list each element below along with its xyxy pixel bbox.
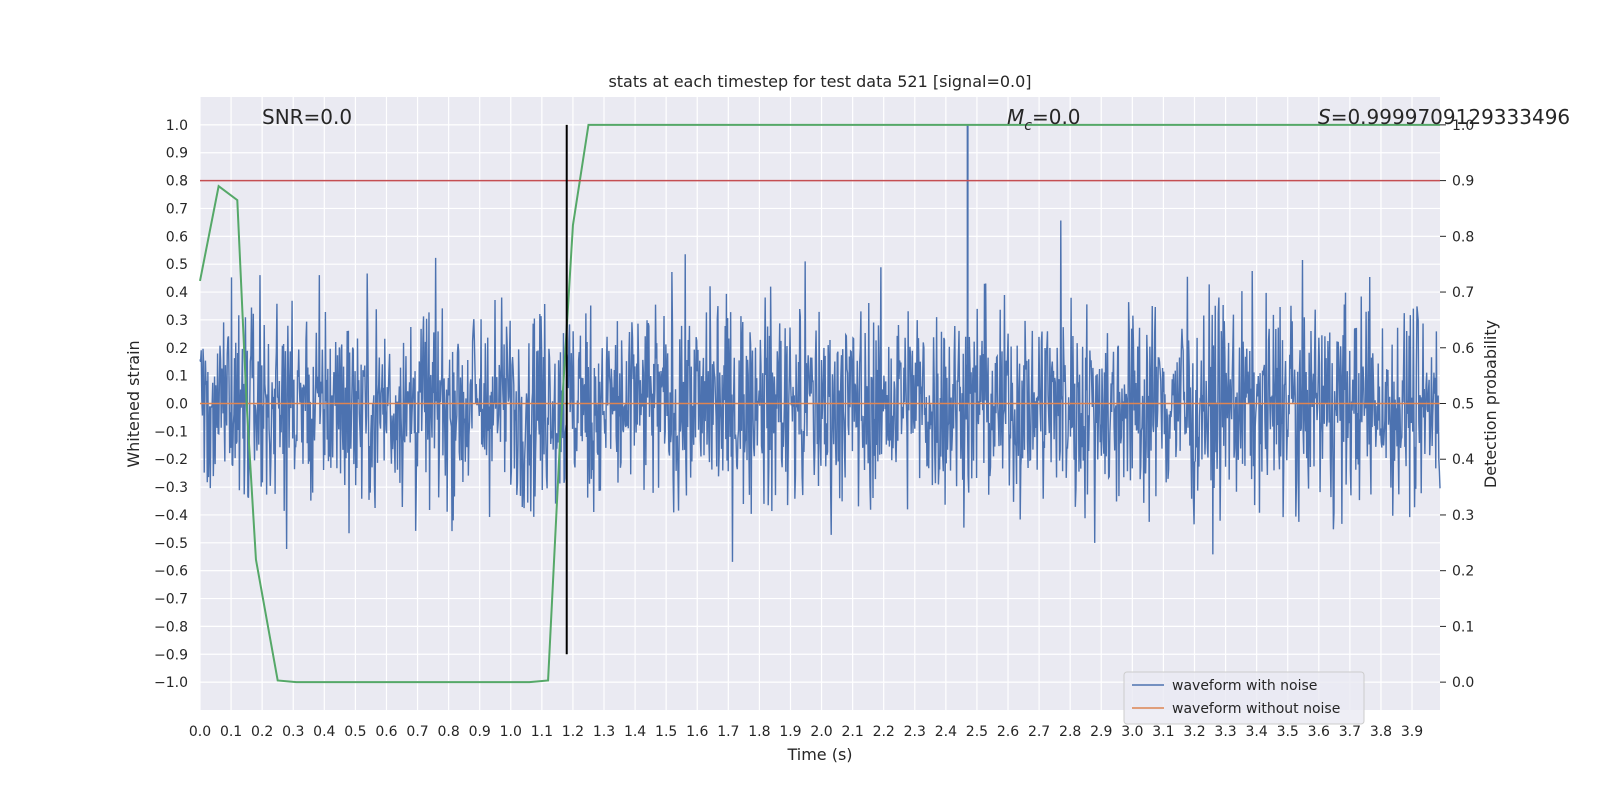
y2-tick-label: 0.3 — [1452, 508, 1474, 524]
y-axis-label: Whitened strain — [124, 340, 143, 467]
y-tick-label: −1.0 — [154, 675, 188, 691]
x-tick-label: 1.0 — [500, 724, 522, 740]
x-tick-label: 2.2 — [873, 724, 895, 740]
score-symbol: S — [1318, 105, 1331, 129]
y2-tick-label: 0.4 — [1452, 452, 1474, 468]
y-tick-label: 1.0 — [166, 118, 188, 134]
y2-tick-label: 1.0 — [1452, 118, 1474, 134]
y-tick-label: −0.4 — [154, 508, 188, 524]
x-tick-label: 3.8 — [1370, 724, 1392, 740]
y2-axis-ticks: 1.0 0.9 0.8 0.7 0.6 0.5 0.4 0.3 0.2 0.1 0.0 — [1440, 118, 1474, 691]
x-axis-ticks: 0.0 0.1 0.2 0.3 0.4 0.5 0.6 0.7 0.8 0.9 1.0 1.1 1.2 1… — [189, 724, 1423, 740]
x-axis-label: Time (s) — [786, 745, 852, 764]
x-tick-label: 0.9 — [469, 724, 491, 740]
x-tick-label: 0.4 — [313, 724, 335, 740]
y2-tick-label: 0.7 — [1452, 285, 1474, 301]
x-tick-label: 1.3 — [593, 724, 615, 740]
x-tick-label: 3.9 — [1401, 724, 1423, 740]
chirp-mass-subscript: c — [1024, 118, 1032, 134]
snr-annotation: SNR=0.0 — [262, 105, 352, 129]
y-tick-label: 0.5 — [166, 257, 188, 273]
x-tick-label: 1.8 — [748, 724, 770, 740]
y-tick-label: 0.2 — [166, 341, 188, 357]
legend: waveform with noise waveform without noi… — [1123, 671, 1365, 725]
x-tick-label: 1.4 — [624, 724, 646, 740]
x-tick-label: 0.2 — [251, 724, 273, 740]
x-tick-label: 0.8 — [437, 724, 459, 740]
x-tick-label: 3.7 — [1339, 724, 1361, 740]
x-tick-label: 2.6 — [997, 724, 1019, 740]
y2-tick-label: 0.1 — [1452, 619, 1474, 635]
y-tick-label: −0.9 — [154, 647, 188, 663]
legend-label-noisy: waveform with noise — [1172, 678, 1317, 694]
x-tick-label: 1.9 — [779, 724, 801, 740]
y-tick-label: 0.3 — [166, 313, 188, 329]
x-tick-label: 2.9 — [1090, 724, 1112, 740]
x-tick-label: 3.2 — [1183, 724, 1205, 740]
legend-label-clean: waveform without noise — [1172, 701, 1340, 717]
x-tick-label: 0.3 — [282, 724, 304, 740]
y-tick-label: −0.1 — [154, 424, 188, 440]
x-tick-label: 2.3 — [904, 724, 926, 740]
x-tick-label: 2.0 — [810, 724, 832, 740]
x-tick-label: 2.1 — [841, 724, 863, 740]
y-tick-label: 0.8 — [166, 174, 188, 190]
y-tick-label: −0.6 — [154, 564, 188, 580]
series-waveform-with-noise — [199, 220, 1441, 562]
x-tick-label: 2.5 — [966, 724, 988, 740]
y2-tick-label: 0.8 — [1452, 229, 1474, 245]
y-tick-label: −0.3 — [154, 480, 188, 496]
chirp-mass-annotation: Mc=0.0 — [1007, 105, 1081, 134]
x-tick-label: 3.1 — [1152, 724, 1174, 740]
x-tick-label: 2.7 — [1028, 724, 1050, 740]
x-tick-label: 1.1 — [531, 724, 553, 740]
y2-tick-label: 0.2 — [1452, 564, 1474, 580]
y2-tick-label: 0.5 — [1452, 397, 1474, 413]
y-tick-label: 0.6 — [166, 229, 188, 245]
x-tick-label: 3.6 — [1308, 724, 1330, 740]
chirp-mass-value: =0.0 — [1032, 105, 1081, 129]
legend-box — [1123, 671, 1365, 725]
y2-tick-label: 0.0 — [1452, 675, 1474, 691]
y-axis-ticks: 1.0 0.9 0.8 0.7 0.6 0.5 0.4 0.3 0.2 0.1 0.0 −0.1 −0.… — [154, 118, 188, 691]
x-tick-label: 0.0 — [189, 724, 211, 740]
series-detection-probability — [199, 123, 1440, 684]
y-tick-label: 0.1 — [166, 369, 188, 385]
x-tick-label: 1.2 — [562, 724, 584, 740]
y2-tick-label: 0.6 — [1452, 341, 1474, 357]
x-tick-label: 0.5 — [344, 724, 366, 740]
x-tick-label: 1.6 — [686, 724, 708, 740]
x-tick-label: 3.5 — [1277, 724, 1299, 740]
x-tick-label: 2.4 — [935, 724, 957, 740]
x-tick-label: 3.0 — [1121, 724, 1143, 740]
chart-title: stats at each timestep for test data 521… — [608, 72, 1031, 91]
y-tick-label: 0.4 — [166, 285, 188, 301]
y-tick-label: −0.5 — [154, 536, 188, 552]
x-tick-label: 2.8 — [1059, 724, 1081, 740]
y-tick-label: −0.2 — [154, 452, 188, 468]
x-tick-label: 3.3 — [1214, 724, 1236, 740]
chirp-mass-symbol: M — [1007, 105, 1024, 129]
score-value: =0.9999709129333496 — [1331, 105, 1570, 129]
y-tick-label: −0.7 — [154, 592, 188, 608]
y-tick-label: 0.7 — [166, 201, 188, 217]
x-tick-label: 1.5 — [655, 724, 677, 740]
y2-tick-label: 0.9 — [1452, 174, 1474, 190]
x-tick-label: 0.7 — [406, 724, 428, 740]
y-tick-label: 0.9 — [166, 146, 188, 162]
reference-lines — [200, 124, 1440, 655]
x-tick-label: 0.6 — [375, 724, 397, 740]
x-tick-label: 0.1 — [220, 724, 242, 740]
series-layer — [199, 123, 1441, 684]
y-tick-label: −0.8 — [154, 619, 188, 635]
y-tick-label: 0.0 — [166, 397, 188, 413]
y2-axis-label: Detection probability — [1481, 320, 1500, 488]
x-tick-label: 1.7 — [717, 724, 739, 740]
x-tick-label: 3.4 — [1246, 724, 1268, 740]
score-annotation: S=0.9999709129333496 — [1318, 105, 1570, 129]
